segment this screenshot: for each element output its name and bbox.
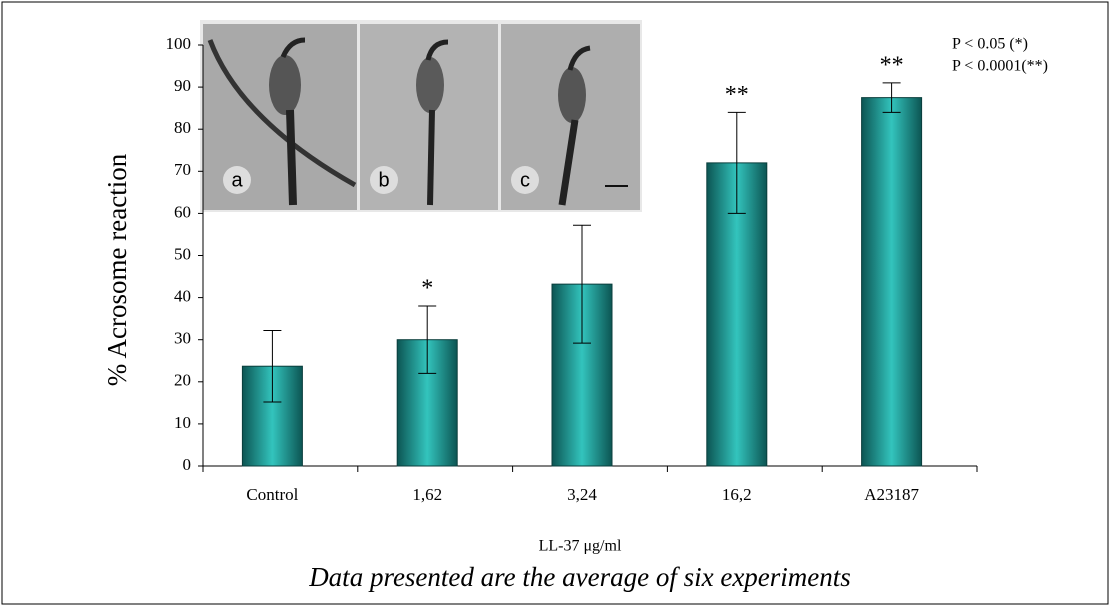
significance-mark: ** <box>725 82 749 108</box>
y-axis-label: % Acrosome reaction <box>102 153 132 386</box>
significance-mark: * <box>421 276 433 302</box>
error-bar <box>418 305 437 374</box>
x-axis-label: LL-37 μg/ml <box>539 538 622 555</box>
y-tick-label: 20 <box>174 371 191 390</box>
error-bar <box>727 111 746 214</box>
y-tick-label: 100 <box>166 34 192 53</box>
y-tick-label: 80 <box>174 118 191 137</box>
note: P < 0.05 (*) <box>952 36 1028 53</box>
x-tick-label: 1,62 <box>412 485 442 504</box>
x-tick-label: 16,2 <box>722 485 752 504</box>
y-tick-label: 40 <box>174 287 191 306</box>
inset-label: c <box>520 169 530 191</box>
y-tick-label: 60 <box>174 202 191 221</box>
x-tick-label: Control <box>246 485 298 504</box>
inset-label: a <box>231 169 243 191</box>
note: P < 0.0001(**) <box>952 58 1048 75</box>
y-tick-label: 10 <box>174 413 191 432</box>
inset-label: b <box>378 169 389 191</box>
y-tick-label: 70 <box>174 160 191 179</box>
x-tick-label: 3,24 <box>567 485 597 504</box>
y-tick-label: 30 <box>174 329 191 348</box>
error-bar <box>263 329 282 403</box>
significance-mark: ** <box>880 52 904 78</box>
caption: Data presented are the average of six ex… <box>308 562 851 592</box>
x-tick-label: A23187 <box>864 485 919 504</box>
error-bar <box>573 224 591 344</box>
bar <box>861 97 923 467</box>
inset-image <box>200 20 642 212</box>
y-tick-label: 0 <box>183 455 192 474</box>
y-tick-label: 90 <box>174 76 191 95</box>
error-bar <box>882 82 901 113</box>
y-tick-label: 50 <box>174 244 191 263</box>
